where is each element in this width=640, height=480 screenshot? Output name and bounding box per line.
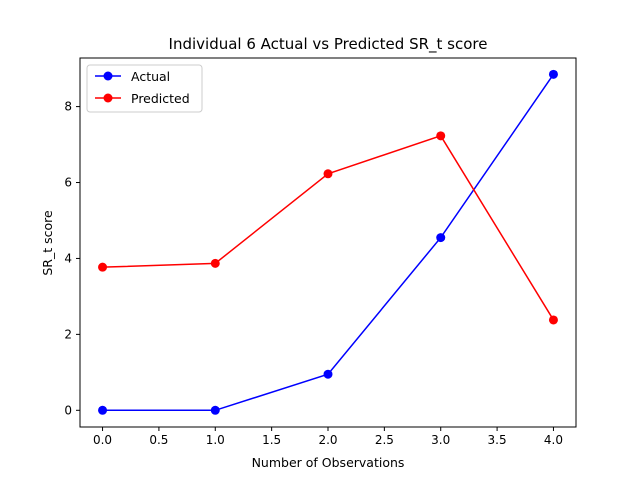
x-tick-label: 2.0 — [318, 433, 337, 447]
data-point-predicted — [436, 131, 446, 141]
y-tick-label: 4 — [64, 251, 72, 265]
legend-label-actual: Actual — [131, 69, 170, 84]
x-tick-label: 2.5 — [375, 433, 394, 447]
legend-marker-actual — [103, 71, 113, 81]
x-tick-label: 1.5 — [262, 433, 281, 447]
data-point-actual — [548, 69, 558, 79]
data-point-actual — [436, 233, 446, 243]
series-group — [98, 69, 558, 415]
legend: Actual Predicted — [86, 64, 203, 113]
y-tick-label: 6 — [64, 176, 72, 190]
x-tick-label: 3.5 — [488, 433, 507, 447]
x-tick-label: 4.0 — [544, 433, 563, 447]
data-point-predicted — [210, 258, 220, 268]
legend-marker-predicted — [103, 93, 113, 103]
axis-ticks: 0.0 0.5 1.0 1.5 2.0 2.5 3.0 3.5 4.0 0 2 4 6 8 — [64, 100, 563, 447]
y-tick-label: 2 — [64, 327, 72, 341]
data-point-actual — [98, 405, 108, 415]
plot-frame — [79, 57, 577, 428]
legend-label-predicted: Predicted — [131, 91, 190, 106]
x-axis-label: Number of Observations — [252, 455, 405, 470]
data-point-predicted — [548, 315, 558, 325]
data-point-predicted — [323, 169, 333, 179]
x-tick-label: 3.0 — [431, 433, 450, 447]
y-tick-label: 8 — [64, 100, 72, 114]
x-tick-label: 0.0 — [93, 433, 112, 447]
x-tick-label: 1.0 — [206, 433, 225, 447]
y-axis-label: SR_t score — [40, 210, 55, 276]
x-tick-label: 0.5 — [149, 433, 168, 447]
data-point-actual — [210, 405, 220, 415]
y-tick-label: 0 — [64, 403, 72, 417]
chart-title: Individual 6 Actual vs Predicted SR_t sc… — [169, 35, 488, 54]
data-point-predicted — [98, 262, 108, 272]
data-point-actual — [323, 369, 333, 379]
